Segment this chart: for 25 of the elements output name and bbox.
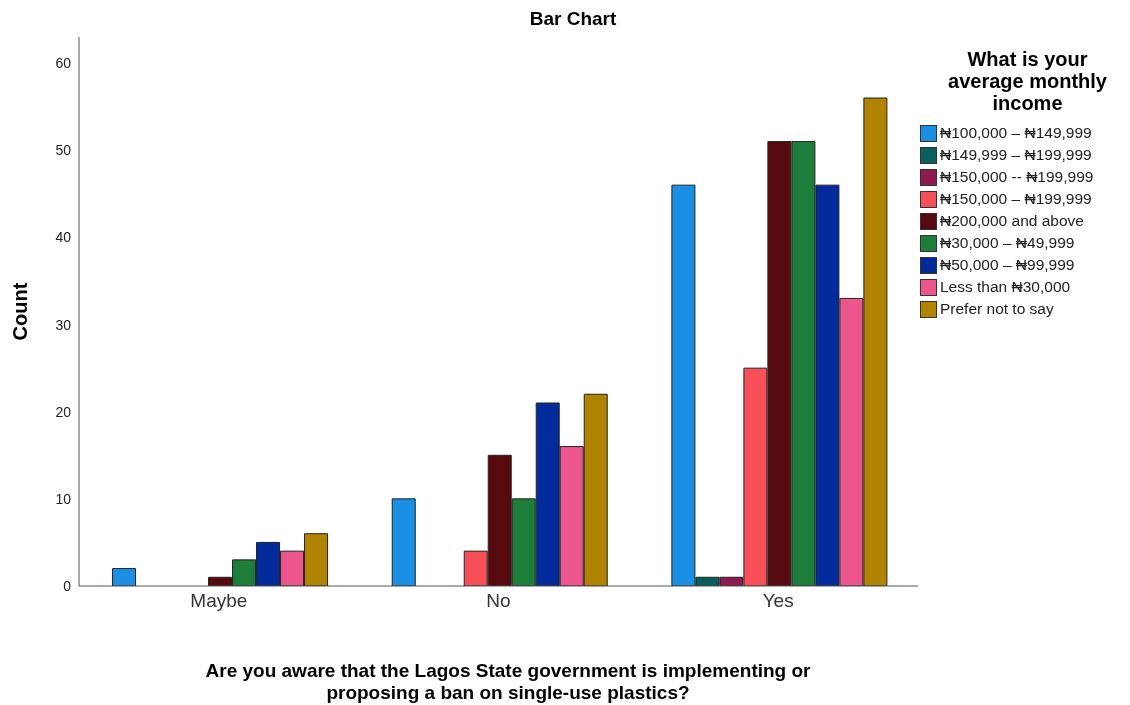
x-axis-title: Are you aware that the Lagos State government is implementing or proposing a ban on single-use plastics?: [204, 660, 812, 704]
y-tick-label: 20: [55, 403, 72, 420]
y-tick-label: 60: [55, 55, 72, 72]
legend-label: ₦200,000 and above: [940, 212, 1084, 230]
legend-label: ₦50,000 – ₦99,999: [940, 256, 1075, 274]
legend-label: ₦30,000 – ₦49,999: [940, 234, 1075, 252]
legend-label: ₦150,000 – ₦199,999: [940, 190, 1092, 208]
bar: [391, 498, 416, 586]
legend-label: ₦149,999 – ₦199,999: [940, 146, 1092, 164]
y-tick-label: 50: [55, 142, 72, 159]
y-tick-label: 10: [55, 490, 72, 507]
legend-label: Prefer not to say: [940, 300, 1054, 318]
y-tick-label: 0: [63, 577, 72, 594]
y-tick-label: 30: [55, 316, 72, 333]
bar: [112, 568, 137, 586]
x-tick-label: No: [486, 590, 511, 612]
legend-label: ₦100,000 – ₦149,999: [940, 124, 1092, 142]
x-tick-label: Yes: [762, 590, 794, 612]
x-tick-label: Maybe: [190, 590, 248, 612]
legend-label: ₦150,000 -- ₦199,999: [940, 168, 1094, 186]
chart-title: Bar Chart: [528, 8, 618, 30]
y-tick-label: 40: [55, 229, 72, 246]
legend-title: What is your average monthly income: [947, 48, 1108, 114]
legend-label: Less than ₦30,000: [940, 278, 1071, 296]
y-axis-title: Count: [9, 282, 32, 341]
